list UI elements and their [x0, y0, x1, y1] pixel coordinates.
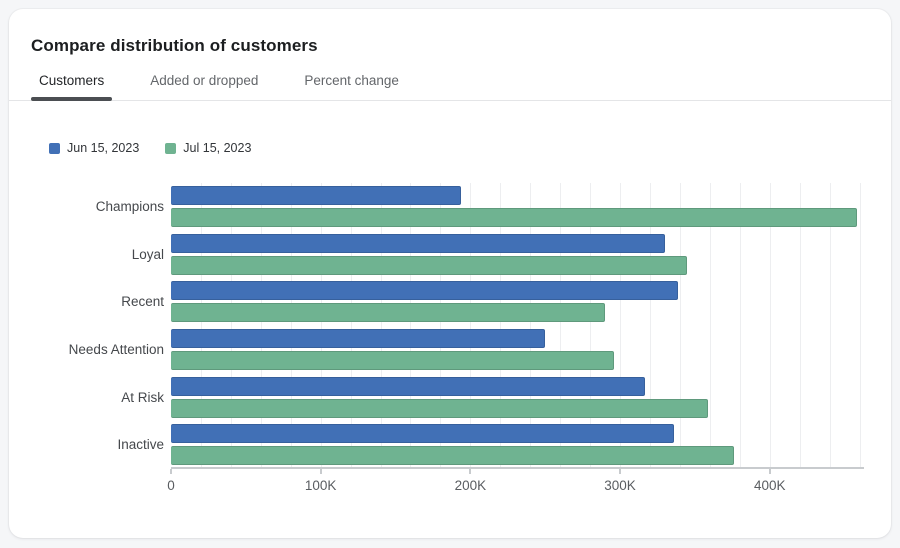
tab-percent-change[interactable]: Percent change [296, 67, 407, 100]
tab-percent-change-label: Percent change [304, 73, 399, 88]
x-tick-label-0: 0 [167, 478, 175, 493]
gridline [470, 183, 472, 467]
category-label-needs-attention: Needs Attention [68, 342, 164, 358]
bar-jun-15-2023-at-risk[interactable] [171, 376, 646, 396]
gridline [649, 183, 651, 467]
plot-area [171, 183, 864, 469]
tab-bar: Customers Added or dropped Percent chang… [9, 67, 891, 101]
gridline [290, 183, 292, 467]
gridline [260, 183, 262, 467]
gridline [200, 183, 202, 467]
bar-group-recent [171, 278, 864, 326]
category-label-champions: Champions [95, 199, 164, 215]
bar-chart: Champions Loyal Recent Needs Attention At Ri… [31, 183, 864, 503]
tab-customers[interactable]: Customers [31, 67, 113, 101]
category-label-loyal: Loyal [131, 246, 164, 262]
compare-customers-card: Compare distribution of customers Custom… [9, 9, 891, 538]
bar-jun-15-2023-champions[interactable] [171, 186, 462, 206]
bar-jun-15-2023-recent[interactable] [171, 281, 679, 301]
category-labels: Champions Loyal Recent Needs Attention At Ri… [31, 183, 171, 503]
x-tick-label-300k: 300K [604, 478, 636, 493]
gridline [739, 183, 741, 467]
page-title: Compare distribution of customers [31, 36, 318, 55]
bar-jul-15-2023-loyal[interactable] [171, 255, 688, 275]
bar-group-inactive [171, 421, 864, 469]
category-label-recent: Recent [121, 294, 164, 310]
bar-jul-15-2023-needs-attention[interactable] [171, 351, 615, 371]
gridline [350, 183, 352, 467]
gridline [709, 183, 711, 467]
x-tick-label-200k: 200K [454, 478, 487, 493]
gridline [799, 183, 801, 467]
bar-group-loyal [171, 231, 864, 279]
gridline [410, 183, 412, 467]
tab-added-or-dropped-label: Added or dropped [150, 73, 259, 88]
legend-label-jun: Jun 15, 2023 [67, 141, 140, 155]
bar-jul-15-2023-inactive[interactable] [171, 446, 734, 466]
x-tick-mark [469, 469, 472, 474]
legend-label-jul: Jul 15, 2023 [183, 141, 252, 155]
gridline [500, 183, 502, 467]
bar-group-champions [171, 183, 864, 231]
x-tick-mark [619, 469, 622, 474]
gridline [769, 183, 771, 467]
category-label-inactive: Inactive [117, 437, 164, 453]
gridline [560, 183, 562, 467]
gridline [679, 183, 681, 467]
gridline [829, 183, 831, 467]
gridline [530, 183, 532, 467]
bar-jul-15-2023-recent[interactable] [171, 303, 606, 323]
legend-item-jul[interactable]: Jul 15, 2023 [165, 141, 251, 155]
gridline [380, 183, 382, 467]
x-tick-label-100k: 100K [304, 478, 337, 493]
bar-jun-15-2023-needs-attention[interactable] [171, 329, 546, 349]
gridline [230, 183, 232, 467]
bar-jul-15-2023-at-risk[interactable] [171, 398, 709, 418]
category-label-at-risk: At Risk [121, 389, 164, 405]
tab-added-or-dropped[interactable]: Added or dropped [142, 67, 266, 100]
x-tick-mark [319, 469, 322, 474]
bar-jul-15-2023-champions[interactable] [171, 208, 857, 228]
legend-swatch-jul-icon [165, 142, 177, 154]
gridline [440, 183, 442, 467]
legend-swatch-jun-icon [49, 142, 60, 154]
x-tick-mark [768, 469, 771, 474]
tab-customers-label: Customers [39, 73, 105, 88]
legend-item-jun[interactable]: Jun 15, 2023 [49, 141, 139, 155]
gridline [590, 183, 592, 467]
bar-group-at-risk [171, 373, 864, 421]
bar-group-needs-attention [171, 326, 864, 374]
gridline [620, 183, 622, 467]
bar-groups [171, 183, 864, 467]
bar-jun-15-2023-loyal[interactable] [171, 233, 665, 253]
plot-area-wrap: 0 100K 200K 300K 400K [167, 183, 864, 503]
gridline [320, 183, 322, 467]
x-tick-label-400k: 400K [753, 478, 786, 493]
gridlines [171, 183, 864, 467]
gridline [859, 183, 861, 467]
x-tick-mark [170, 469, 172, 474]
bar-jun-15-2023-inactive[interactable] [171, 424, 674, 444]
chart-legend: Jun 15, 2023 Jul 15, 2023 [49, 141, 891, 155]
